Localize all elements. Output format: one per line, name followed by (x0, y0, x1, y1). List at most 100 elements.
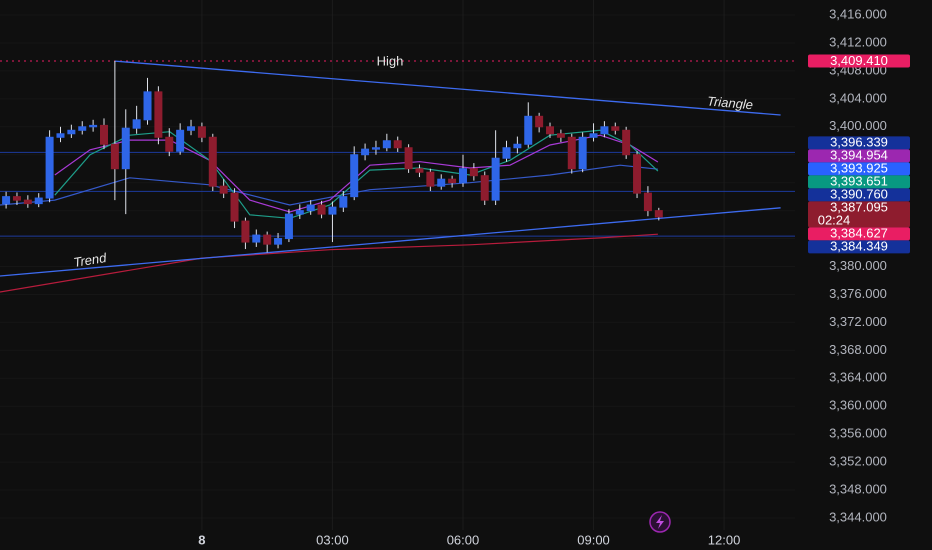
price-label: 3,384.627 (830, 226, 888, 241)
y-tick-label: 3,376.000 (829, 286, 887, 301)
candle-body (132, 119, 141, 129)
indicator-line (54, 129, 659, 219)
candle-body (45, 136, 54, 199)
price-label: 3,393.925 (830, 161, 888, 176)
candle-body (219, 185, 228, 194)
candle-body (437, 178, 446, 187)
price-label-box (808, 188, 910, 202)
x-tick-label: 03:00 (316, 532, 349, 547)
y-tick-label: 3,380.000 (829, 258, 887, 273)
candle-body (176, 129, 185, 152)
lightning-icon[interactable] (649, 511, 671, 533)
candle-body (274, 238, 283, 245)
candle-body (67, 129, 76, 135)
candle-body (426, 171, 435, 187)
candle-body (306, 204, 315, 212)
y-tick-label: 3,372.000 (829, 314, 887, 329)
candle-body (187, 126, 196, 131)
y-tick-label: 3,352.000 (829, 454, 887, 469)
candle-body (295, 210, 304, 215)
candle-body (317, 204, 326, 215)
candle-body (393, 140, 402, 149)
price-label-box (808, 162, 910, 176)
price-label: 3,394.954 (830, 148, 888, 163)
candle-body (328, 206, 337, 215)
candle-body (404, 147, 413, 170)
candle-body (89, 124, 98, 128)
candle-body (121, 127, 130, 170)
candle-body (491, 157, 500, 201)
candle-body (371, 147, 380, 150)
y-tick-label: 3,416.000 (829, 6, 887, 21)
price-label-box (808, 175, 910, 189)
price-label: 3,384.349 (830, 239, 888, 254)
price-label: 3,396.339 (830, 135, 888, 150)
candle-body (165, 136, 174, 152)
candle-body (589, 133, 598, 138)
price-label-box (808, 136, 910, 150)
candle-body (600, 126, 609, 135)
y-tick-label: 3,368.000 (829, 342, 887, 357)
candle-body (611, 126, 620, 131)
candle-body (382, 140, 391, 149)
y-tick-label: 3,364.000 (829, 370, 887, 385)
trend-line (114, 60, 781, 116)
candle-body (567, 136, 576, 170)
candle-body (143, 91, 152, 121)
indicator-line (0, 164, 658, 206)
candle-body (230, 192, 239, 222)
candle-body (12, 196, 21, 201)
candle-body (458, 168, 467, 184)
icon-bolt[interactable] (656, 515, 664, 529)
x-tick-label: 06:00 (447, 532, 480, 547)
candle-body (78, 126, 87, 131)
candle-body (56, 133, 65, 138)
x-tick-label: 8 (198, 532, 205, 547)
price-label: 3,387.095 (830, 200, 888, 215)
candle-body (502, 147, 511, 159)
x-tick-label: 09:00 (577, 532, 610, 547)
y-tick-label: 3,412.000 (829, 34, 887, 49)
candle-body (633, 154, 642, 194)
y-tick-label: 3,348.000 (829, 481, 887, 496)
candle-body (556, 133, 565, 138)
candle-body (34, 197, 43, 205)
y-tick-label: 3,356.000 (829, 426, 887, 441)
candle-body (469, 168, 478, 177)
candle-body (361, 148, 370, 156)
candle-body (241, 220, 250, 243)
countdown: 02:24 (818, 212, 851, 227)
price-label-box (808, 54, 910, 68)
trend-line (0, 207, 781, 277)
candle-body (622, 129, 631, 156)
candle-body (208, 136, 217, 187)
candle-body (524, 115, 533, 145)
candle-body (654, 210, 663, 218)
candle-body (99, 124, 108, 145)
candle-body (535, 115, 544, 128)
y-tick-label: 3,360.000 (829, 398, 887, 413)
annotation: Trend (72, 250, 108, 270)
price-label: 3,393.651 (830, 174, 888, 189)
candle-body (23, 199, 32, 205)
x-tick-label: 12:00 (708, 532, 741, 547)
price-label-box (808, 201, 910, 228)
candle-body (578, 136, 587, 170)
candle-body (154, 91, 163, 138)
y-tick-label: 3,404.000 (829, 90, 887, 105)
price-label-box (808, 240, 910, 254)
candle-body (252, 234, 261, 243)
price-label: 3,390.760 (830, 187, 888, 202)
candle-body (415, 168, 424, 173)
candle-body (2, 196, 11, 205)
candle-body (110, 143, 119, 170)
candle-body (263, 234, 272, 245)
candle-body (643, 192, 652, 212)
candle-body (284, 213, 293, 240)
candle-body (480, 175, 489, 201)
candle-body (197, 126, 206, 138)
y-tick-label: 3,344.000 (829, 509, 887, 524)
price-label: 3,409.410 (830, 53, 888, 68)
